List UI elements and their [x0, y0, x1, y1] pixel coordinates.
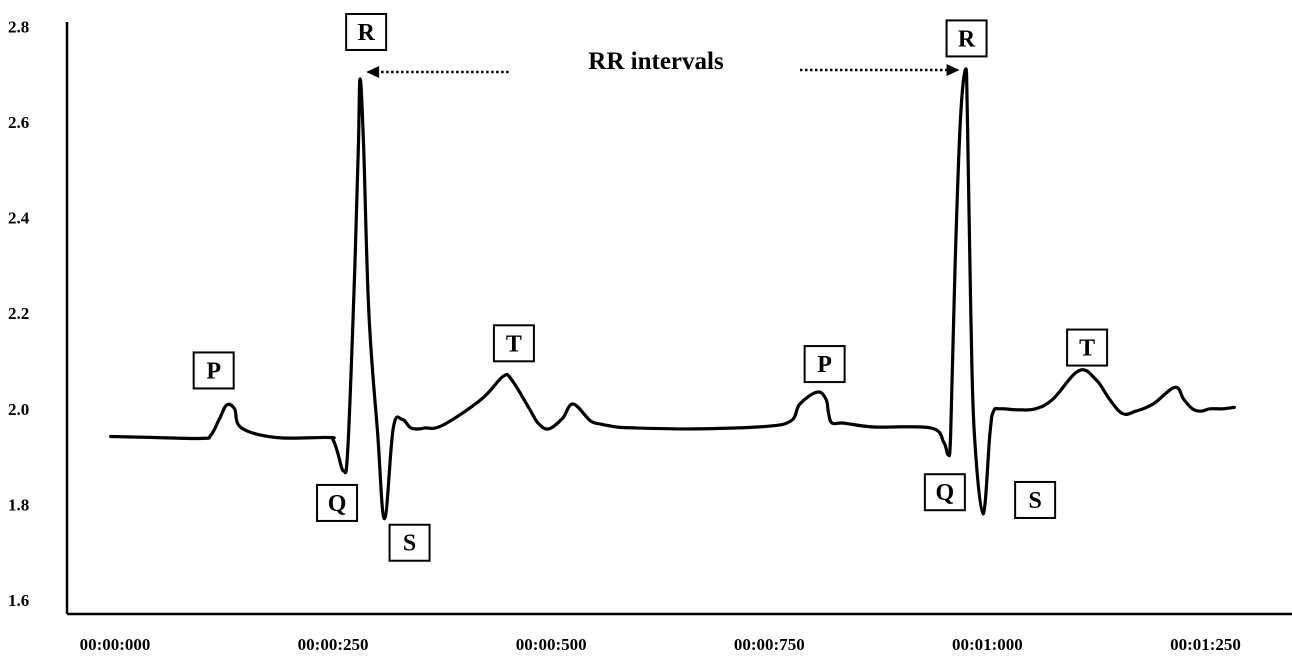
y-tick-label: 2.6 — [8, 113, 29, 132]
wave-label-s: S — [388, 523, 431, 562]
wave-label-box — [803, 345, 846, 384]
x-tick-label: 00:00:750 — [734, 635, 805, 654]
wave-label-q: Q — [923, 473, 966, 512]
wave-label-r: R — [345, 12, 388, 51]
wave-label-box — [316, 483, 359, 522]
y-tick-label: 1.6 — [8, 591, 29, 610]
y-tick-label: 1.8 — [8, 495, 29, 514]
wave-label-text: S — [1028, 488, 1041, 514]
wave-label-p: P — [192, 351, 235, 390]
wave-label-text: P — [206, 358, 221, 384]
wave-label-box — [345, 12, 388, 51]
wave-label-text: S — [403, 531, 416, 557]
y-tick-label: 2.2 — [8, 304, 29, 323]
wave-label-text: Q — [936, 480, 955, 506]
wave-label-text: T — [1079, 336, 1095, 362]
x-tick-label: 00:01:000 — [952, 635, 1023, 654]
wave-label-t: T — [1066, 328, 1109, 367]
y-tick-label: 2.8 — [8, 17, 29, 36]
ecg-trace-line — [109, 67, 1236, 521]
wave-label-s: S — [1014, 480, 1057, 519]
x-tick-label: 00:00:500 — [516, 635, 587, 654]
wave-label-text: R — [357, 20, 375, 46]
x-axis: 00:00:000 00:00:250 00:00:500 00:00:750 00:0… — [67, 612, 1292, 654]
rr-right-arrowhead — [946, 64, 960, 76]
wave-label-r: R — [945, 19, 988, 58]
wave-label-box — [492, 324, 535, 363]
wave-label-text: Q — [328, 491, 347, 517]
wave-label-box — [192, 351, 235, 390]
x-tick-label: 00:01:250 — [1170, 635, 1241, 654]
wave-label-t: T — [492, 324, 535, 363]
wave-label-box — [945, 19, 988, 58]
wave-label-box — [1066, 328, 1109, 367]
wave-label-q: Q — [316, 483, 359, 522]
wave-label-text: P — [817, 352, 832, 378]
wave-label-text: R — [958, 26, 976, 52]
wave-label-box — [1014, 480, 1057, 519]
rr-intervals-annotation: RR intervals — [366, 48, 960, 78]
x-tick-label: 00:00:250 — [298, 635, 369, 654]
wave-label-box — [388, 523, 431, 562]
wave-label-text: T — [506, 331, 522, 357]
rr-intervals-label: RR intervals — [588, 48, 724, 75]
wave-labels: P Q R S T P Q R S T — [192, 12, 1109, 562]
y-axis: 1.6 1.8 2.0 2.2 2.4 2.6 2.8 — [8, 17, 69, 614]
wave-label-p: P — [803, 345, 846, 384]
x-tick-label: 00:00:000 — [80, 635, 151, 654]
y-tick-label: 2.4 — [8, 209, 30, 228]
wave-label-box — [923, 473, 966, 512]
y-tick-label: 2.0 — [8, 400, 29, 419]
rr-left-arrowhead — [366, 66, 380, 78]
